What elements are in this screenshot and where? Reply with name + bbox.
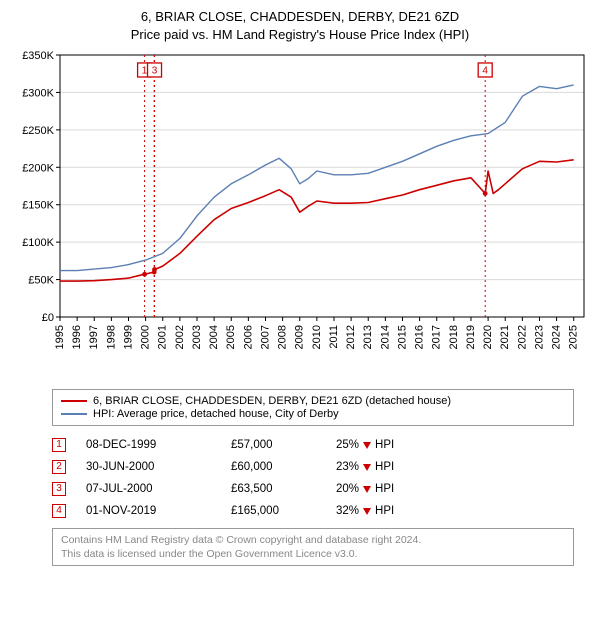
- sale-marker: 4: [52, 504, 66, 518]
- sale-diff-suffix: HPI: [375, 505, 394, 517]
- title-line1: 6, BRIAR CLOSE, CHADDESDEN, DERBY, DE21 …: [10, 8, 590, 26]
- arrow-down-icon: [363, 486, 371, 493]
- sale-diff-pct: 23%: [336, 461, 359, 473]
- svg-text:1997: 1997: [88, 325, 100, 349]
- svg-text:2012: 2012: [345, 325, 357, 349]
- svg-text:2010: 2010: [311, 325, 323, 349]
- arrow-down-icon: [363, 442, 371, 449]
- sale-diff-pct: 32%: [336, 505, 359, 517]
- sale-diff: 25% HPI: [336, 439, 456, 451]
- footer-line2: This data is licensed under the Open Gov…: [61, 547, 565, 561]
- svg-text:2024: 2024: [551, 325, 563, 349]
- svg-text:1996: 1996: [71, 325, 83, 349]
- sales-row: 1 08-DEC-1999 £57,000 25% HPI: [52, 434, 574, 456]
- svg-text:2009: 2009: [294, 325, 306, 349]
- svg-text:£150K: £150K: [22, 200, 54, 212]
- svg-text:£350K: £350K: [22, 50, 54, 62]
- footer-line1: Contains HM Land Registry data © Crown c…: [61, 533, 565, 547]
- sale-marker: 3: [52, 482, 66, 496]
- sale-diff-pct: 20%: [336, 483, 359, 495]
- svg-text:2016: 2016: [414, 325, 426, 349]
- sale-marker: 1: [52, 438, 66, 452]
- svg-text:£250K: £250K: [22, 125, 54, 137]
- sale-date: 30-JUN-2000: [86, 461, 231, 473]
- sale-marker: 2: [52, 460, 66, 474]
- svg-text:2006: 2006: [242, 325, 254, 349]
- sale-diff: 20% HPI: [336, 483, 456, 495]
- arrow-down-icon: [363, 464, 371, 471]
- svg-text:2013: 2013: [362, 325, 374, 349]
- legend-swatch-property: [61, 400, 87, 402]
- sale-date: 01-NOV-2019: [86, 505, 231, 517]
- svg-text:2020: 2020: [482, 325, 494, 349]
- legend-swatch-hpi: [61, 413, 87, 415]
- legend-item-property: 6, BRIAR CLOSE, CHADDESDEN, DERBY, DE21 …: [61, 395, 565, 407]
- legend-item-hpi: HPI: Average price, detached house, City…: [61, 408, 565, 420]
- chart-svg: £0 £50K £100K £150K £200K £250K £300K £350K 1995…: [10, 49, 590, 379]
- svg-text:2011: 2011: [328, 325, 340, 349]
- sale-diff-suffix: HPI: [375, 461, 394, 473]
- sale-price: £60,000: [231, 461, 336, 473]
- sale-diff: 23% HPI: [336, 461, 456, 473]
- sale-price: £165,000: [231, 505, 336, 517]
- svg-text:2000: 2000: [140, 325, 152, 349]
- svg-text:£200K: £200K: [22, 162, 54, 174]
- svg-text:4: 4: [482, 66, 488, 77]
- svg-text:2003: 2003: [191, 325, 203, 349]
- svg-text:2018: 2018: [448, 325, 460, 349]
- svg-text:3: 3: [152, 66, 158, 77]
- svg-text:2021: 2021: [499, 325, 511, 349]
- arrow-down-icon: [363, 508, 371, 515]
- sales-table: 1 08-DEC-1999 £57,000 25% HPI 2 30-JUN-2…: [52, 434, 574, 522]
- svg-text:2022: 2022: [516, 325, 528, 349]
- svg-text:1995: 1995: [54, 325, 66, 349]
- chart: £0 £50K £100K £150K £200K £250K £300K £350K 1995…: [10, 49, 590, 379]
- sales-row: 4 01-NOV-2019 £165,000 32% HPI: [52, 500, 574, 522]
- svg-text:2005: 2005: [225, 325, 237, 349]
- sales-row: 3 07-JUL-2000 £63,500 20% HPI: [52, 478, 574, 500]
- sale-price: £63,500: [231, 483, 336, 495]
- svg-text:1998: 1998: [105, 325, 117, 349]
- sale-date: 08-DEC-1999: [86, 439, 231, 451]
- sale-diff-suffix: HPI: [375, 439, 394, 451]
- sale-diff-suffix: HPI: [375, 483, 394, 495]
- footer: Contains HM Land Registry data © Crown c…: [52, 528, 574, 566]
- svg-text:1999: 1999: [122, 325, 134, 349]
- svg-text:2015: 2015: [396, 325, 408, 349]
- svg-text:£300K: £300K: [22, 88, 54, 100]
- svg-text:2019: 2019: [465, 325, 477, 349]
- sale-diff-pct: 25%: [336, 439, 359, 451]
- svg-text:£0: £0: [42, 312, 54, 324]
- sale-date: 07-JUL-2000: [86, 483, 231, 495]
- legend: 6, BRIAR CLOSE, CHADDESDEN, DERBY, DE21 …: [52, 389, 574, 426]
- svg-text:£100K: £100K: [22, 237, 54, 249]
- svg-text:2008: 2008: [277, 325, 289, 349]
- svg-text:2001: 2001: [157, 325, 169, 349]
- sales-row: 2 30-JUN-2000 £60,000 23% HPI: [52, 456, 574, 478]
- svg-text:2002: 2002: [174, 325, 186, 349]
- svg-text:2007: 2007: [259, 325, 271, 349]
- svg-text:2025: 2025: [568, 325, 580, 349]
- svg-text:2023: 2023: [533, 325, 545, 349]
- legend-label-hpi: HPI: Average price, detached house, City…: [93, 408, 339, 420]
- svg-text:2017: 2017: [431, 325, 443, 349]
- sale-price: £57,000: [231, 439, 336, 451]
- legend-label-property: 6, BRIAR CLOSE, CHADDESDEN, DERBY, DE21 …: [93, 395, 451, 407]
- title-line2: Price paid vs. HM Land Registry's House …: [10, 26, 590, 44]
- chart-container: 6, BRIAR CLOSE, CHADDESDEN, DERBY, DE21 …: [0, 0, 600, 566]
- svg-text:2014: 2014: [379, 325, 391, 349]
- svg-text:£50K: £50K: [28, 275, 54, 287]
- svg-text:2004: 2004: [208, 325, 220, 349]
- sale-diff: 32% HPI: [336, 505, 456, 517]
